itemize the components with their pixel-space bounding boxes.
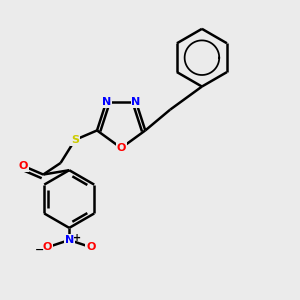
Text: N: N: [131, 97, 141, 107]
Text: O: O: [18, 161, 28, 171]
Text: N: N: [102, 97, 111, 107]
Text: +: +: [73, 233, 81, 243]
Text: O: O: [43, 242, 52, 252]
Text: O: O: [86, 242, 96, 252]
Text: S: S: [71, 135, 79, 145]
Text: N: N: [64, 235, 74, 245]
Text: O: O: [116, 143, 126, 153]
Text: −: −: [35, 244, 44, 254]
